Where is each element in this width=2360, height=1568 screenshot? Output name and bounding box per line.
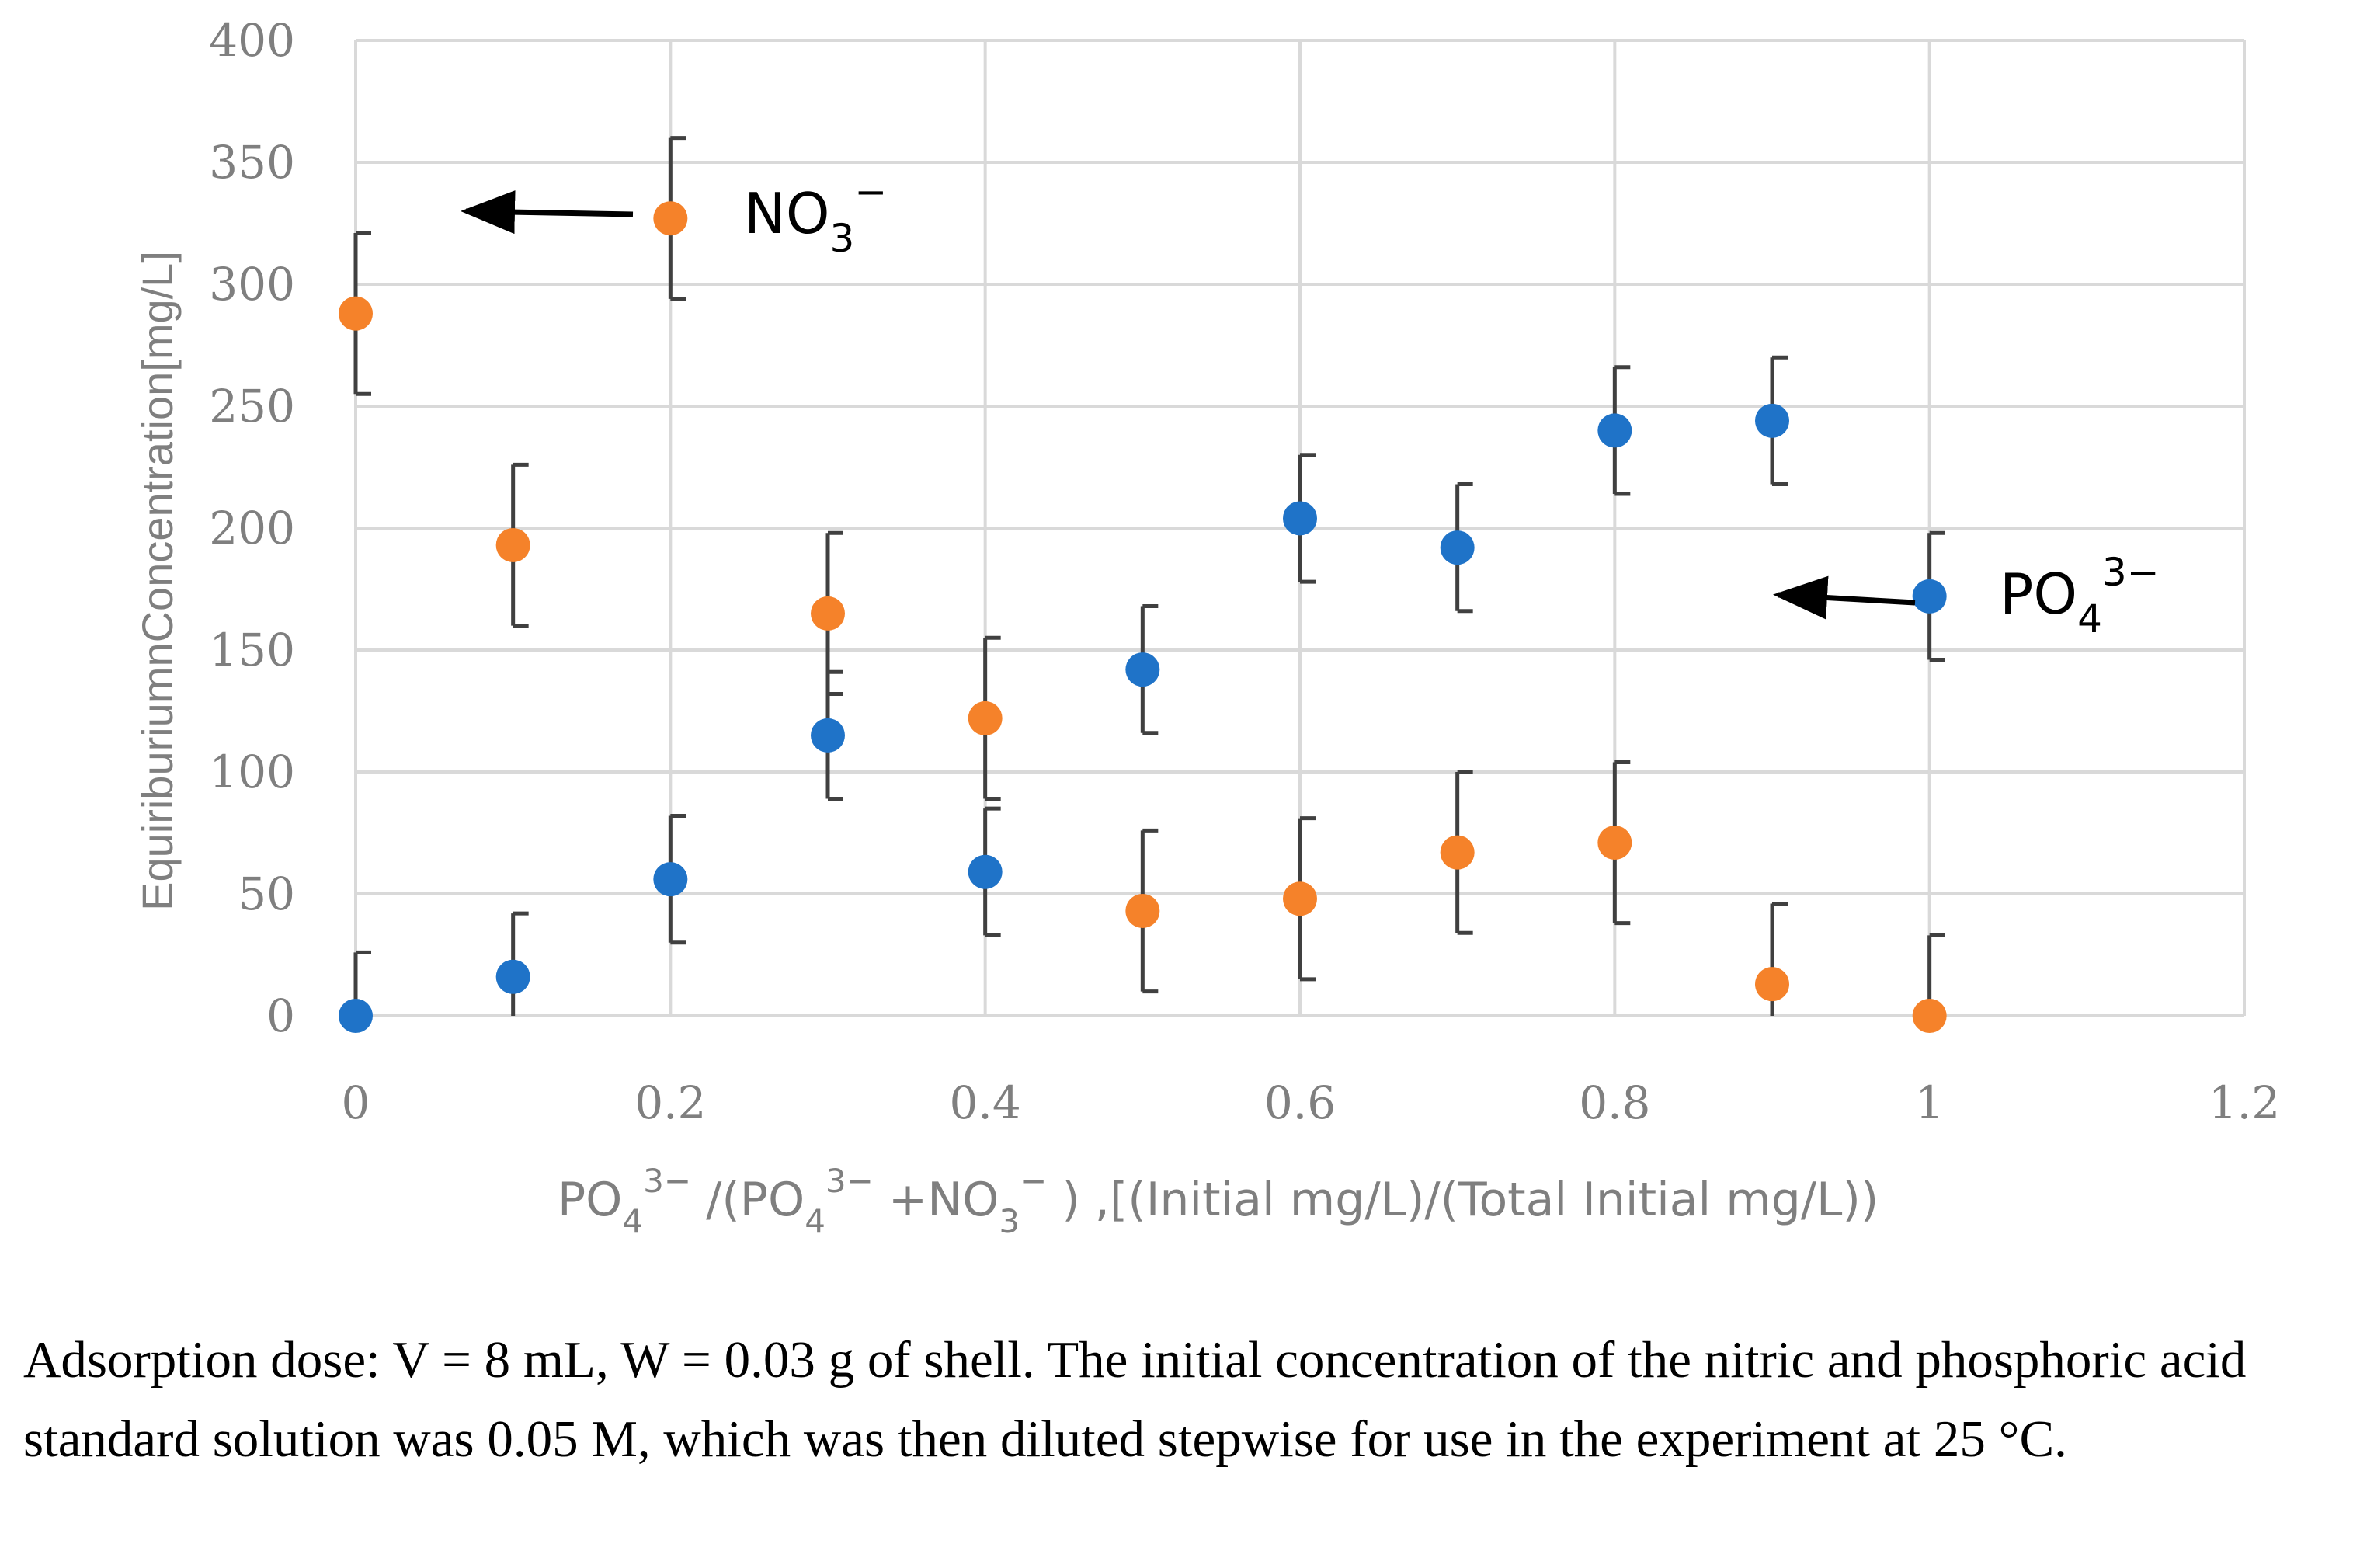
x-tick-label: 0.4 (950, 1076, 1021, 1129)
data-point (339, 296, 373, 331)
scatter-chart: 0 50 100 150 200 250 300 350 400 0 0.2 0.4 0.6 0.8 1 1… (133, 14, 2281, 1240)
y-tick-label: 350 (209, 136, 295, 189)
data-point (495, 527, 530, 562)
data-point (1755, 967, 1789, 1002)
data-point (1912, 579, 1947, 614)
data-point (968, 701, 1003, 735)
data-point (1125, 652, 1160, 687)
y-tick-label: 0 (266, 989, 295, 1042)
y-tick-label: 250 (209, 380, 295, 433)
data-point (1283, 881, 1317, 916)
x-tick-label: 0.2 (634, 1076, 706, 1129)
error-bars (353, 136, 1945, 1016)
data-point (495, 959, 530, 994)
data-points (339, 201, 1947, 1033)
x-tick-label: 0 (342, 1076, 370, 1129)
x-tick-label: 0.6 (1264, 1076, 1336, 1129)
data-point (1283, 501, 1317, 536)
y-tick-label: 100 (209, 746, 295, 798)
data-point (811, 718, 845, 753)
data-point (1125, 893, 1160, 928)
y-tick-label: 400 (209, 14, 295, 67)
data-point (1440, 530, 1475, 565)
figure-caption: Adsorption dose: V = 8 mL, W = 0.03 g of… (23, 1331, 2247, 1468)
po4-annotation: PO43− (2000, 550, 2160, 641)
no3-arrow (461, 190, 634, 235)
data-point (1755, 403, 1789, 438)
y-tick-labels: 0 50 100 150 200 250 300 350 400 (209, 14, 295, 1042)
data-point (653, 862, 688, 897)
po4-arrow (1773, 575, 1916, 620)
no3-annotation: NO3− (744, 169, 887, 261)
data-point (653, 201, 688, 236)
data-point (968, 854, 1003, 889)
data-point (1440, 835, 1475, 870)
x-tick-label: 0.8 (1579, 1076, 1650, 1129)
data-point (1912, 999, 1947, 1033)
x-tick-labels: 0 0.2 0.4 0.6 0.8 1 1.2 (342, 1076, 2281, 1129)
y-tick-label: 200 (209, 502, 295, 555)
y-tick-label: 150 (209, 624, 295, 676)
y-tick-label: 300 (209, 258, 295, 311)
data-point (811, 596, 845, 631)
y-axis-label: EquiriburiumnConcentration[mg/L] (133, 251, 182, 911)
x-tick-label: 1.2 (2209, 1076, 2280, 1129)
data-point (339, 999, 373, 1033)
x-tick-label: 1 (1915, 1076, 1944, 1129)
data-point (1597, 413, 1632, 448)
y-tick-label: 50 (238, 867, 295, 920)
x-axis-label: PO43− /(PO43− +NO3− ) ,[(Initial mg/L)/(… (558, 1162, 1879, 1240)
data-point (1597, 826, 1632, 860)
